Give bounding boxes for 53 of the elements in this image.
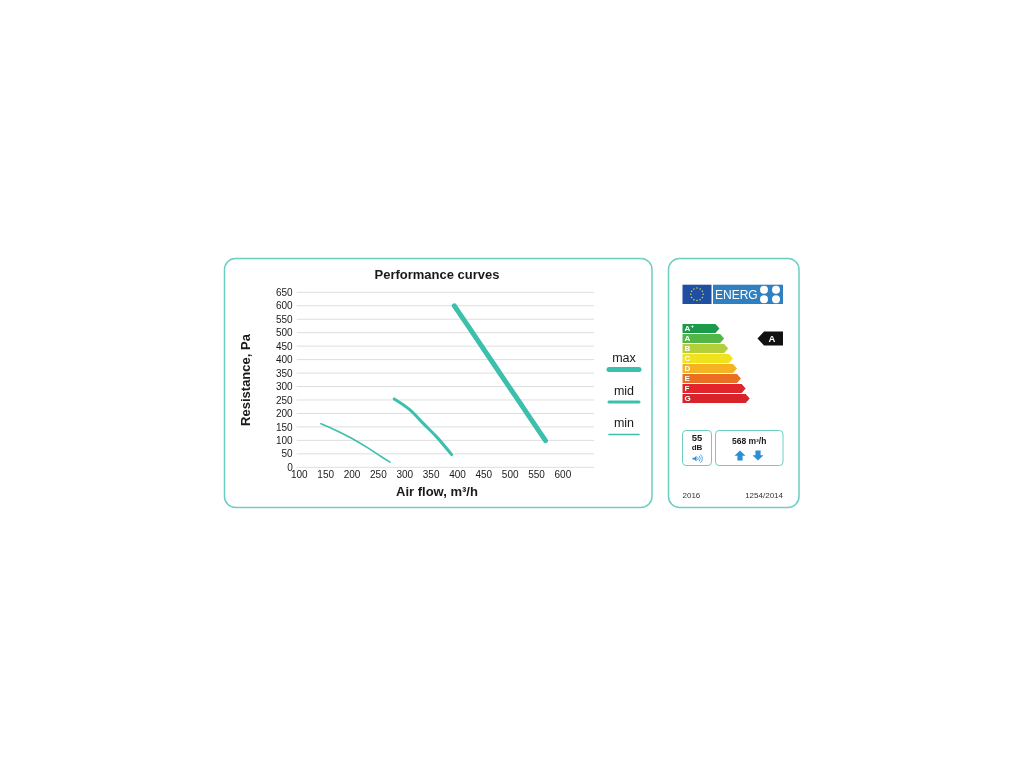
x-tick-label: 100 xyxy=(290,469,309,480)
x-tick-label: 550 xyxy=(528,469,546,480)
x-tick-label: 450 xyxy=(475,469,493,480)
text: 568 m³/h xyxy=(731,435,767,446)
y-tick-label: G xyxy=(684,394,691,404)
text: A xyxy=(768,332,776,344)
y-tick-label: 250 xyxy=(276,394,294,406)
bar xyxy=(682,334,725,343)
x-tick-label: 250 xyxy=(370,469,388,480)
line-series xyxy=(392,397,454,457)
bar xyxy=(682,364,737,373)
line-series xyxy=(320,422,391,463)
y-tick-label: A xyxy=(684,334,691,344)
x-tick-label: 300 xyxy=(396,469,414,480)
y-tick-label: A⁺ xyxy=(684,324,695,334)
x-tick-label: 200 xyxy=(343,469,361,480)
y-tick-label: 500 xyxy=(276,327,294,339)
y-tick-label: F xyxy=(684,384,690,394)
text: dB xyxy=(691,443,703,452)
y-tick-label: 450 xyxy=(276,340,294,352)
x-tick-label: 400 xyxy=(449,469,467,480)
x-tick-label: 350 xyxy=(422,469,440,480)
bar xyxy=(682,354,733,363)
text: ENERG xyxy=(715,287,758,302)
text: 55 xyxy=(691,432,703,443)
y-tick-label: C xyxy=(684,354,691,364)
y-tick-label: 650 xyxy=(276,286,294,298)
y-tick-label: 400 xyxy=(276,354,294,366)
text: 2016 xyxy=(682,491,701,500)
y-tick-label: 200 xyxy=(276,408,294,420)
x-tick-label: 500 xyxy=(501,469,519,480)
y-tick-label: 350 xyxy=(276,367,294,379)
y-tick-label: 50 xyxy=(281,448,294,460)
y-tick-label: 550 xyxy=(276,313,294,325)
y-tick-label: 150 xyxy=(276,421,294,433)
text: 1254/2014 xyxy=(745,491,784,500)
y-tick-label: B xyxy=(684,344,691,354)
legend-label: mid xyxy=(613,383,635,398)
bar xyxy=(682,324,720,333)
y-tick-label: 600 xyxy=(276,300,294,312)
y-tick-label: E xyxy=(684,374,691,384)
x-tick-label: 150 xyxy=(317,469,335,480)
bar xyxy=(682,374,741,383)
y-axis-title: Resistance, Pa xyxy=(238,333,253,426)
y-tick-label: 300 xyxy=(276,381,294,393)
text: max xyxy=(612,351,637,365)
x-tick-label: 600 xyxy=(554,469,572,480)
legend-label: min xyxy=(613,416,635,430)
bar xyxy=(682,344,729,353)
y-tick-label: D xyxy=(684,364,691,374)
y-tick-label: 100 xyxy=(276,434,294,446)
chart-title: Performance curves xyxy=(374,267,500,282)
x-axis-title: Air flow, m³/h xyxy=(396,484,478,499)
